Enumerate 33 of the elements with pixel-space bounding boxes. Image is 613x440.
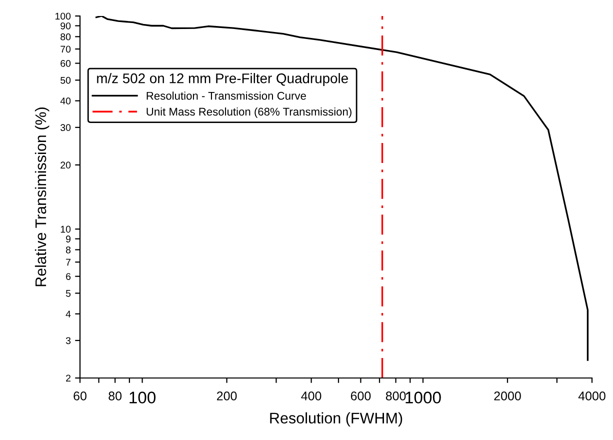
x-tick-label: 80 bbox=[108, 392, 122, 400]
x-tick-label: 2000 bbox=[494, 392, 521, 400]
x-tick-label: 4000 bbox=[578, 392, 606, 400]
y-tick-label: 9 bbox=[66, 236, 71, 242]
y-tick-label: 8 bbox=[66, 246, 71, 254]
y-tick-label: 20 bbox=[60, 162, 71, 169]
y-tick-label: 2 bbox=[66, 374, 70, 382]
y-tick-label: 100 bbox=[55, 12, 71, 20]
y-tick-label: 80 bbox=[60, 33, 71, 40]
x-axis-title: Resolution (FWHM) bbox=[270, 412, 402, 427]
y-tick-label: 30 bbox=[60, 124, 71, 132]
x-tick-label: 200 bbox=[216, 392, 237, 400]
y-tick-label: 6 bbox=[66, 273, 71, 280]
x-tick-label: 800 bbox=[386, 392, 406, 400]
ref-line-label: Unit Mass Resolution (68% Transmission) bbox=[146, 107, 352, 118]
y-tick-label: 4 bbox=[66, 310, 71, 318]
legend-label: Resolution - Transmission Curve bbox=[146, 92, 306, 100]
y-tick-label: 7 bbox=[66, 258, 70, 266]
x-tick-label: 400 bbox=[301, 392, 322, 400]
y-tick-label: 60 bbox=[60, 60, 71, 67]
y-axis-title: Relative Transimission (%) bbox=[34, 108, 50, 286]
x-tick-label: 600 bbox=[350, 392, 371, 400]
legend-title: m/z 502 on 12 mm Pre-Filter Quadrupole bbox=[97, 73, 348, 86]
y-tick-label: 90 bbox=[60, 22, 71, 30]
x-tick-label: 1000 bbox=[406, 392, 441, 404]
y-tick-label: 5 bbox=[66, 290, 71, 297]
x-tick-label: 60 bbox=[74, 392, 86, 400]
y-tick-label: 70 bbox=[60, 46, 71, 53]
y-tick-label: 40 bbox=[60, 98, 71, 104]
y-tick-label: 3 bbox=[66, 337, 71, 344]
y-tick-label: 10 bbox=[60, 226, 71, 233]
y-tick-label: 50 bbox=[60, 76, 71, 84]
x-tick-label: 100 bbox=[130, 392, 156, 404]
